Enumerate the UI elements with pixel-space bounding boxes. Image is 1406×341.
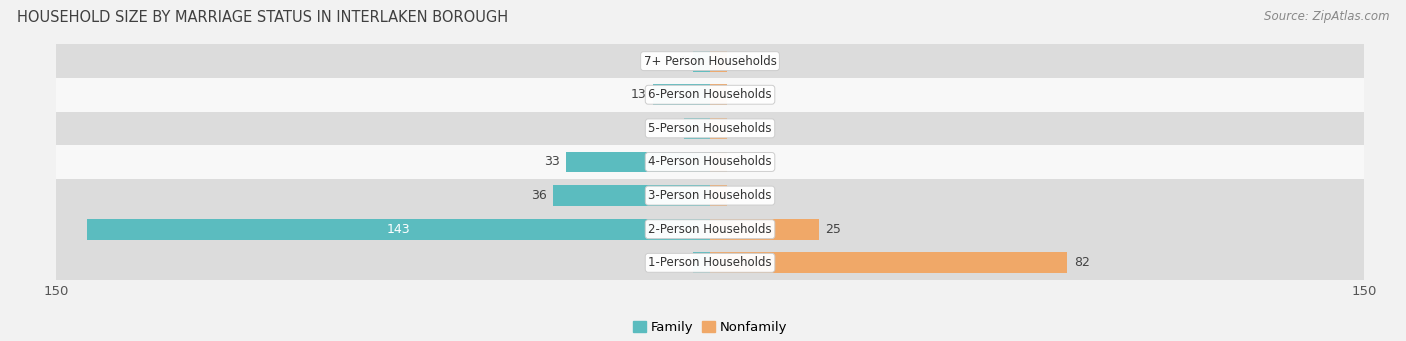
Bar [56, 145, 1364, 179]
Text: 6: 6 [669, 122, 678, 135]
Bar [683, 118, 710, 139]
Text: 82: 82 [1074, 256, 1090, 269]
Text: 33: 33 [544, 155, 560, 168]
Bar [693, 51, 710, 72]
Bar [553, 185, 710, 206]
Text: 0: 0 [678, 55, 686, 68]
Bar [56, 246, 1364, 280]
Text: 0: 0 [678, 256, 686, 269]
Text: 1-Person Households: 1-Person Households [648, 256, 772, 269]
Text: 0: 0 [734, 122, 742, 135]
Bar [56, 212, 1364, 246]
Bar [56, 78, 1364, 112]
Bar [710, 185, 727, 206]
Bar [710, 118, 727, 139]
Bar [567, 151, 710, 173]
Text: 2-Person Households: 2-Person Households [648, 223, 772, 236]
Bar [56, 44, 1364, 78]
Text: 0: 0 [734, 155, 742, 168]
Bar [710, 51, 727, 72]
Text: 143: 143 [387, 223, 411, 236]
Text: Source: ZipAtlas.com: Source: ZipAtlas.com [1264, 10, 1389, 23]
Bar [87, 219, 710, 240]
Text: 5-Person Households: 5-Person Households [648, 122, 772, 135]
Legend: Family, Nonfamily: Family, Nonfamily [627, 315, 793, 339]
Text: 13: 13 [631, 88, 647, 101]
Bar [654, 84, 710, 105]
Text: 6-Person Households: 6-Person Households [648, 88, 772, 101]
Bar [710, 252, 1067, 273]
Bar [56, 179, 1364, 212]
Text: 0: 0 [734, 189, 742, 202]
Bar [56, 112, 1364, 145]
Text: HOUSEHOLD SIZE BY MARRIAGE STATUS IN INTERLAKEN BOROUGH: HOUSEHOLD SIZE BY MARRIAGE STATUS IN INT… [17, 10, 508, 25]
Bar [693, 252, 710, 273]
Text: 0: 0 [734, 88, 742, 101]
Bar [710, 151, 727, 173]
Bar [710, 84, 727, 105]
Text: 0: 0 [734, 55, 742, 68]
Text: 36: 36 [531, 189, 547, 202]
Text: 4-Person Households: 4-Person Households [648, 155, 772, 168]
Text: 7+ Person Households: 7+ Person Households [644, 55, 776, 68]
Text: 25: 25 [825, 223, 841, 236]
Bar [710, 219, 818, 240]
Text: 3-Person Households: 3-Person Households [648, 189, 772, 202]
